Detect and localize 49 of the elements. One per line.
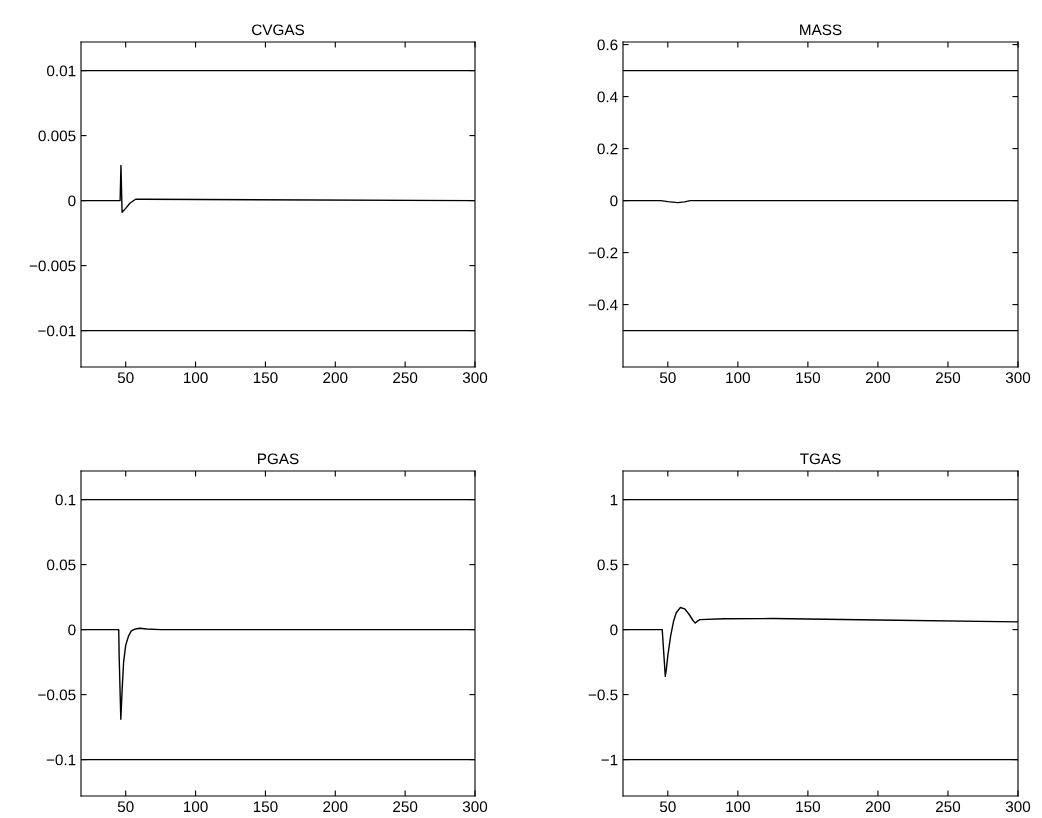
chart-title: MASS <box>800 24 842 36</box>
x-tick-label: 200 <box>865 372 891 384</box>
x-tick-label: 50 <box>659 801 676 813</box>
x-tick-label: 300 <box>462 801 488 813</box>
y-tick-label: 0.2 <box>597 143 618 155</box>
y-tick-label: −1 <box>601 754 618 766</box>
x-tick-label: 100 <box>183 801 208 813</box>
y-tick-label: −0.01 <box>38 325 76 337</box>
x-tick-label: 100 <box>726 801 751 813</box>
x-tick-label: 100 <box>183 372 208 384</box>
x-tick-label: 200 <box>865 801 891 813</box>
x-tick-label: 150 <box>253 372 278 384</box>
y-tick-label: −0.1 <box>46 754 76 766</box>
y-tick-label: −0.4 <box>588 299 618 311</box>
x-tick-label: 250 <box>393 801 418 813</box>
chart-title: TGAS <box>800 453 841 465</box>
x-tick-label: 300 <box>462 372 488 384</box>
y-tick-label: −0.05 <box>38 689 76 701</box>
x-tick-label: 250 <box>935 801 961 813</box>
x-tick-label: 300 <box>1005 801 1031 813</box>
x-tick-label: 250 <box>935 372 961 384</box>
y-tick-label: 0.1 <box>55 494 76 506</box>
y-tick-label: −0.005 <box>29 260 76 272</box>
x-tick-label: 50 <box>117 372 134 384</box>
x-tick-label: 150 <box>796 372 821 384</box>
y-tick-label: 1 <box>610 494 618 506</box>
y-tick-label: 0.6 <box>597 39 618 51</box>
y-tick-label: 0.005 <box>38 130 76 142</box>
x-tick-label: 300 <box>1005 372 1031 384</box>
y-tick-label: 0.5 <box>597 559 618 571</box>
y-tick-label: 0 <box>610 195 618 207</box>
x-tick-label: 50 <box>659 372 676 384</box>
x-tick-label: 100 <box>726 372 751 384</box>
y-tick-label: 0.01 <box>47 65 76 77</box>
y-tick-label: 0 <box>68 624 76 636</box>
y-tick-label: 0.4 <box>597 91 618 103</box>
y-tick-label: 0 <box>68 195 76 207</box>
x-tick-label: 200 <box>323 372 348 384</box>
x-tick-label: 150 <box>796 801 821 813</box>
x-tick-label: 250 <box>393 372 418 384</box>
chart-title: PGAS <box>258 453 299 465</box>
x-tick-label: 150 <box>253 801 278 813</box>
y-tick-label: 0.05 <box>47 559 76 571</box>
x-tick-label: 200 <box>323 801 348 813</box>
y-tick-label: −0.2 <box>588 247 618 259</box>
y-tick-label: −0.5 <box>588 689 618 701</box>
chart-title: CVGAS <box>252 24 305 36</box>
x-tick-label: 50 <box>117 801 134 813</box>
y-tick-label: 0 <box>610 624 618 636</box>
